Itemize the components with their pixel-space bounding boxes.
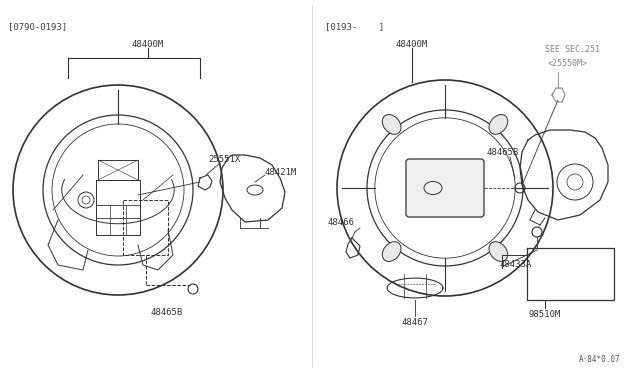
Ellipse shape: [489, 115, 508, 134]
Text: 48467: 48467: [401, 318, 428, 327]
Text: 98510M: 98510M: [529, 310, 561, 319]
Text: <25550M>: <25550M>: [548, 59, 588, 68]
Text: A·84*0.07: A·84*0.07: [579, 355, 620, 364]
Text: 48421M: 48421M: [265, 168, 297, 177]
Text: 48466: 48466: [328, 218, 355, 227]
Text: SEE SEC.251: SEE SEC.251: [545, 45, 600, 54]
FancyBboxPatch shape: [406, 159, 484, 217]
Text: 25551X: 25551X: [208, 155, 240, 164]
Ellipse shape: [382, 115, 401, 134]
Text: 48400M: 48400M: [132, 40, 164, 49]
Text: [0193-    ]: [0193- ]: [325, 22, 384, 31]
Text: 48400M: 48400M: [396, 40, 428, 49]
Text: 48433A: 48433A: [500, 260, 532, 269]
Text: [0790-0193]: [0790-0193]: [8, 22, 67, 31]
Text: 48465B: 48465B: [487, 148, 519, 157]
Ellipse shape: [382, 242, 401, 262]
Ellipse shape: [489, 242, 508, 262]
Text: 48465B: 48465B: [151, 308, 183, 317]
